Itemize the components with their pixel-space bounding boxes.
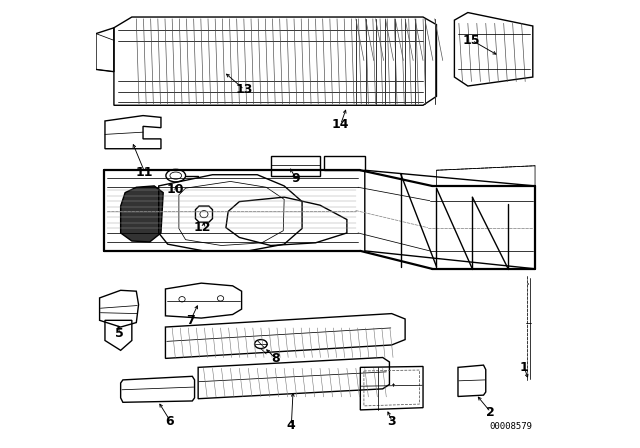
- Text: 1: 1: [520, 361, 528, 374]
- Text: 5: 5: [115, 327, 124, 340]
- Text: 10: 10: [167, 182, 184, 196]
- Text: 15: 15: [463, 34, 480, 47]
- Polygon shape: [121, 186, 163, 242]
- Text: 13: 13: [235, 83, 253, 96]
- Text: 7: 7: [186, 314, 195, 327]
- Text: 14: 14: [332, 118, 349, 131]
- Text: 2: 2: [486, 405, 495, 419]
- Text: 6: 6: [166, 414, 174, 428]
- Text: 9: 9: [291, 172, 300, 185]
- Text: 8: 8: [271, 352, 280, 365]
- Text: 12: 12: [194, 221, 211, 234]
- Text: 4: 4: [287, 419, 295, 432]
- Text: 3: 3: [387, 414, 396, 428]
- Text: 11: 11: [136, 166, 153, 179]
- Text: 00008579: 00008579: [490, 422, 533, 431]
